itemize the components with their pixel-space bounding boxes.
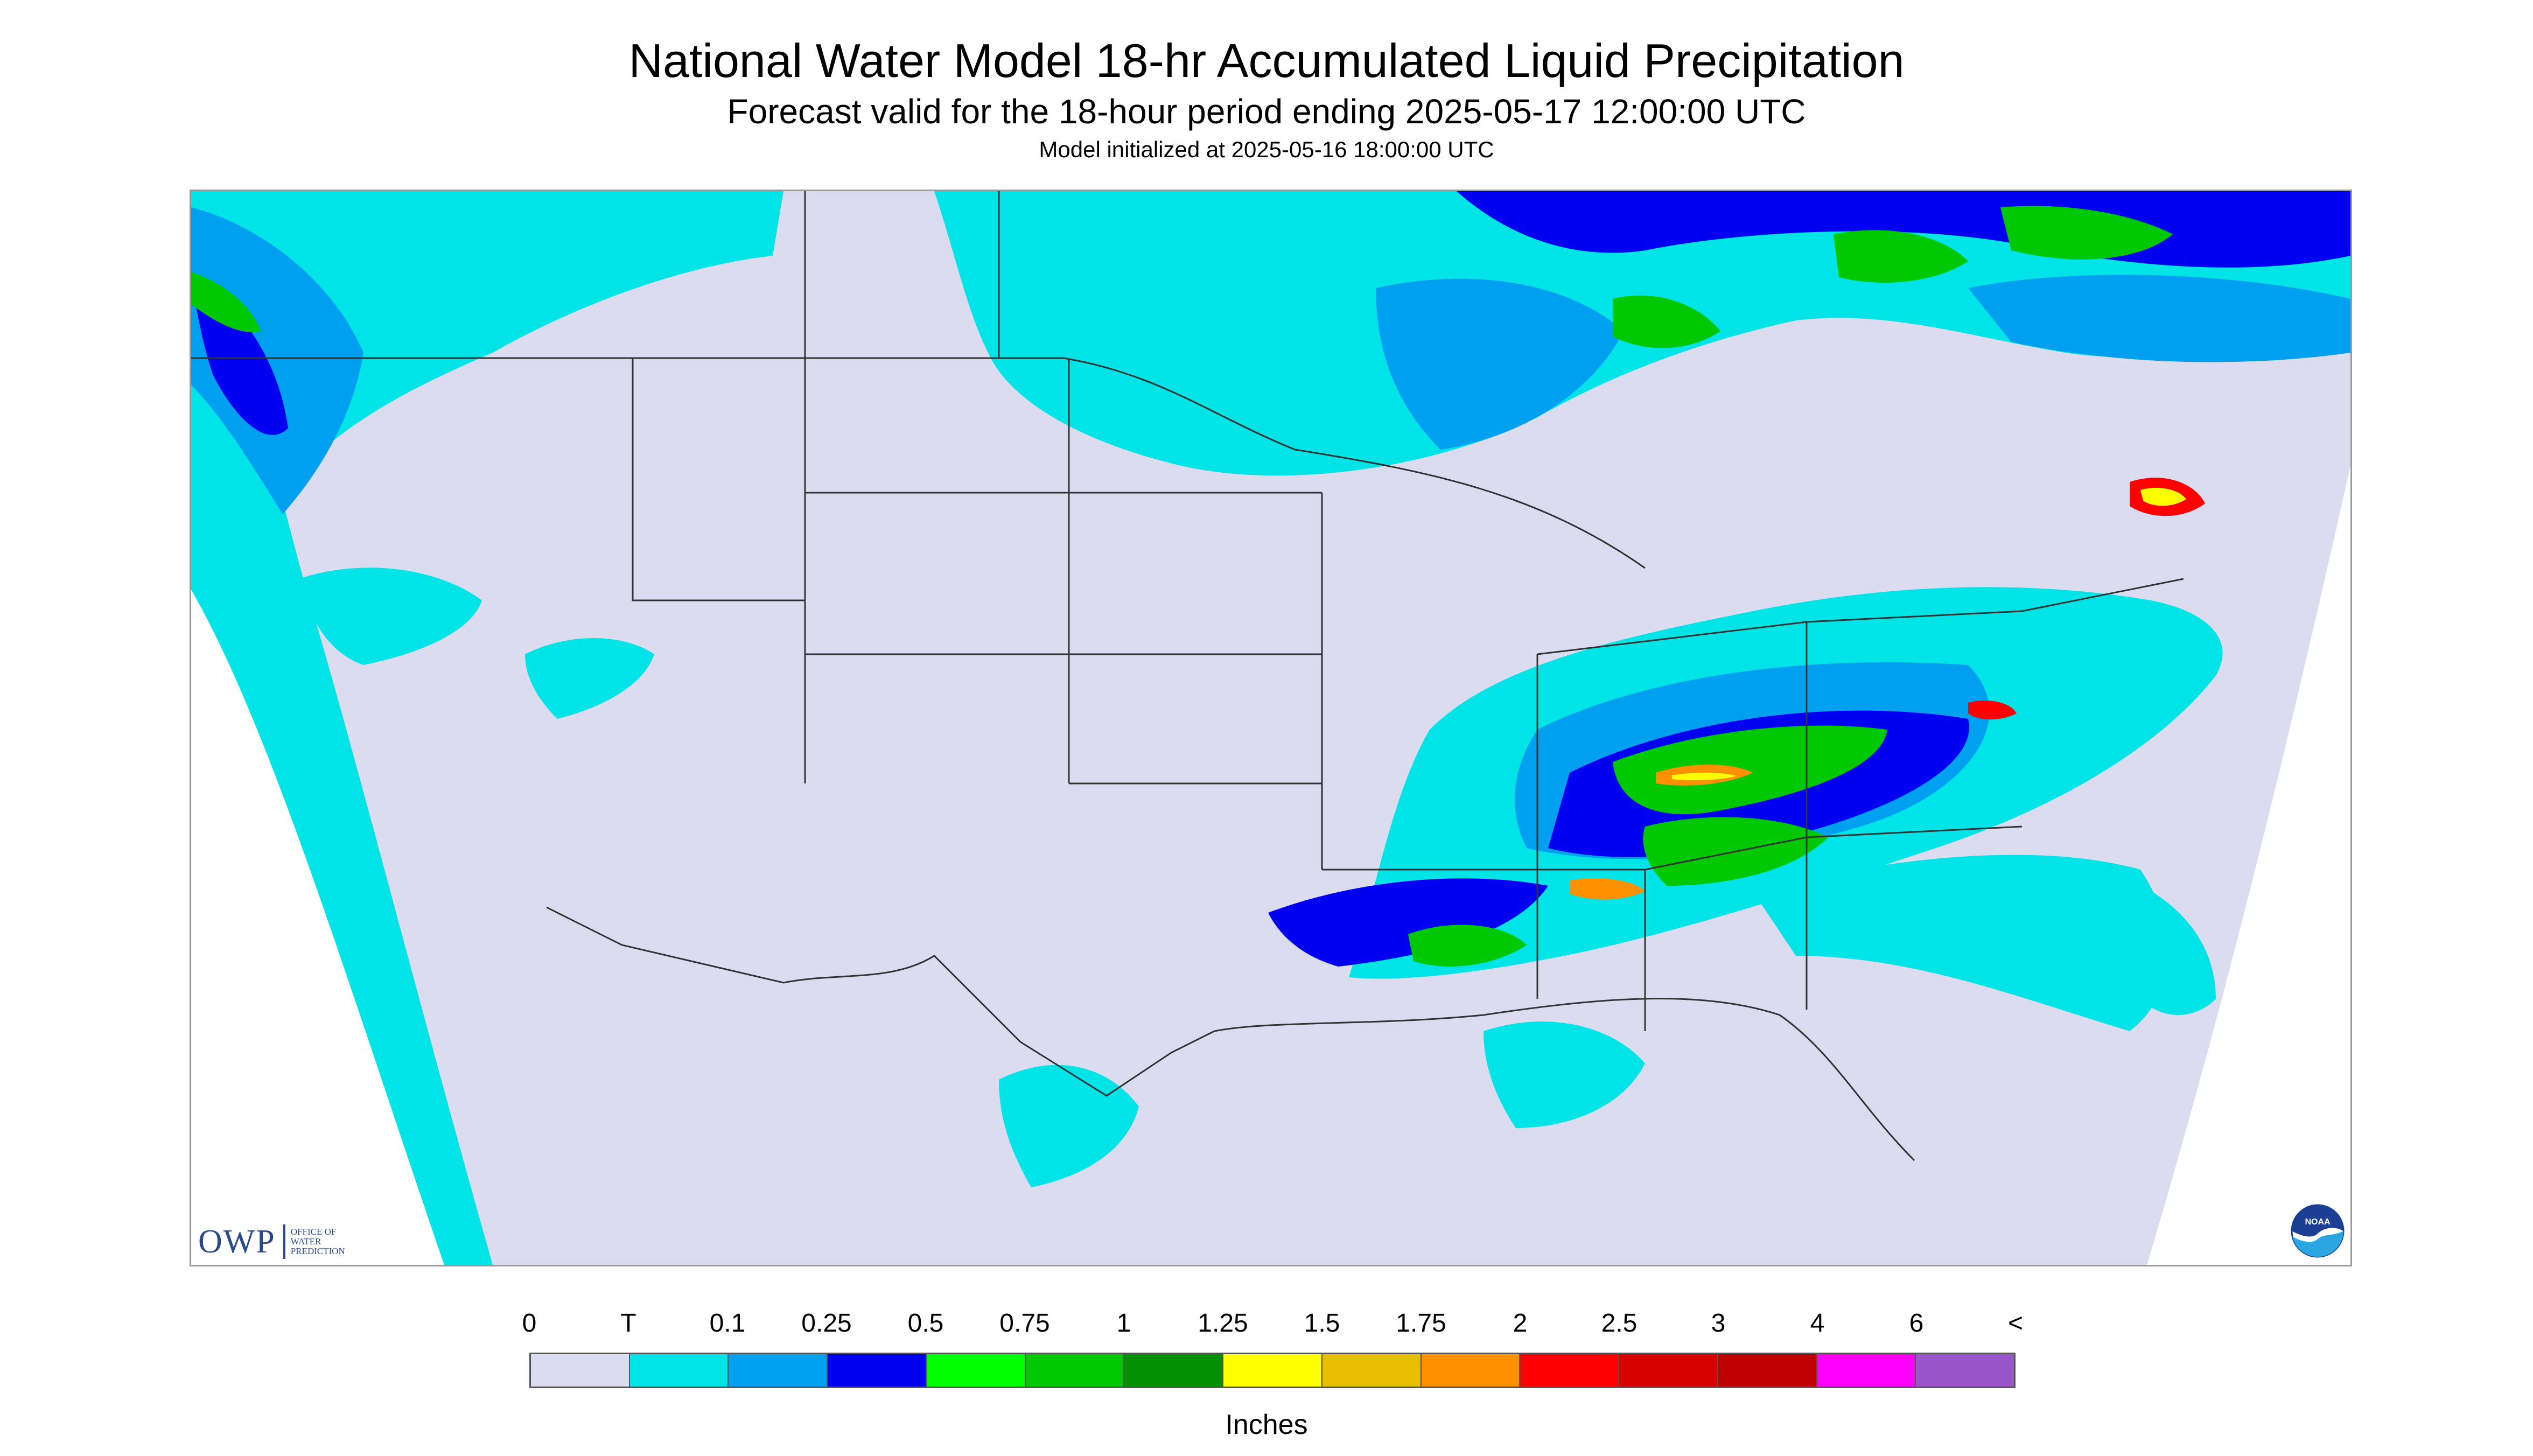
noaa-logo-text: NOAA	[2305, 1217, 2331, 1227]
legend-tick-label: 0.25	[801, 1309, 852, 1338]
legend-swatch	[828, 1354, 927, 1387]
legend-swatch	[1718, 1354, 1817, 1387]
political-borders	[191, 191, 2184, 1161]
legend-swatch	[729, 1354, 828, 1387]
legend-swatch	[1916, 1354, 2014, 1387]
legend-swatch	[1322, 1354, 1422, 1387]
legend-tick-label: T	[620, 1309, 636, 1338]
legend-swatch	[1124, 1354, 1224, 1387]
legend-swatch	[1817, 1354, 1916, 1387]
legend-tick-label: <	[2007, 1309, 2024, 1338]
owp-logo-subtext: OFFICE OF WATER PREDICTION	[290, 1227, 345, 1256]
noaa-logo: NOAA	[2291, 1204, 2345, 1258]
owp-logo: OWP OFFICE OF WATER PREDICTION	[198, 1220, 345, 1263]
legend-tick-label: 1.25	[1198, 1309, 1248, 1338]
precip-heavy-areas	[191, 206, 2173, 967]
legend-tick-label: 1	[1116, 1309, 1131, 1338]
legend-swatch	[1025, 1354, 1125, 1387]
precipitation-map	[190, 190, 2352, 1266]
legend-swatch	[1421, 1354, 1521, 1387]
legend-tick-label: 0.75	[999, 1309, 1050, 1338]
precip-intense-cores	[1570, 478, 2205, 900]
legend-colorbar	[529, 1353, 2016, 1388]
us-mexico-border	[546, 906, 1215, 1097]
legend-tick-label: 6	[1909, 1309, 1924, 1338]
legend-swatch	[1223, 1354, 1323, 1387]
legend-tick-label: 1.5	[1304, 1309, 1340, 1338]
map-background	[191, 191, 2350, 1265]
owp-logo-text: OWP	[198, 1223, 276, 1260]
legend-swatch	[1520, 1354, 1620, 1387]
legend-swatch	[531, 1354, 630, 1387]
map-title: National Water Model 18-hr Accumulated L…	[628, 34, 1905, 87]
precipitation-map-canvas	[191, 191, 2350, 1265]
legend-tick-label: 0	[522, 1309, 537, 1338]
legend-swatch	[1619, 1354, 1718, 1387]
legend-swatch	[629, 1354, 729, 1387]
map-subtitle: Forecast valid for the 18-hour period en…	[727, 92, 1806, 131]
legend-tick-label: 1.75	[1396, 1309, 1446, 1338]
legend-tick-label: 0.5	[907, 1309, 944, 1338]
legend-tick-label: 4	[1810, 1309, 1825, 1338]
legend-swatch	[926, 1354, 1026, 1387]
legend-tick-label: 3	[1711, 1309, 1726, 1338]
legend-tick-label: 0.1	[709, 1309, 746, 1338]
legend-units-label: Inches	[1225, 1409, 1308, 1440]
legend-tick-label: 2.5	[1601, 1309, 1638, 1338]
model-init-line: Model initialized at 2025-05-16 18:00:00…	[1039, 137, 1494, 162]
owp-logo-divider	[283, 1224, 285, 1259]
legend-tick-label: 2	[1513, 1309, 1528, 1338]
